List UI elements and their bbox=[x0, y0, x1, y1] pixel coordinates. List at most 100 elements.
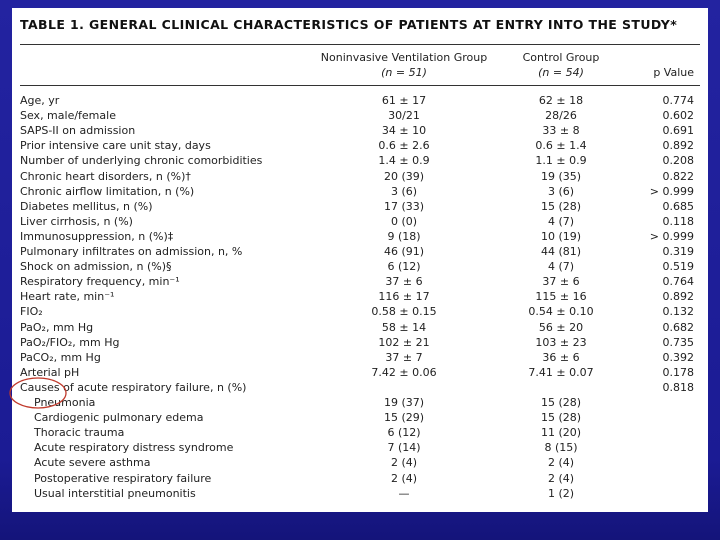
cell-niv: 2 (4) bbox=[390, 456, 418, 470]
row-label: PaO₂/FIO₂, mm Hg bbox=[20, 335, 120, 349]
row-label: Heart rate, min⁻¹ bbox=[20, 290, 115, 304]
cell-niv: 30/21 bbox=[388, 109, 420, 123]
cell-control: 28/26 bbox=[545, 109, 577, 123]
cell-niv: 7 (14) bbox=[387, 441, 421, 455]
row-label: Sex, male/female bbox=[20, 109, 116, 123]
cell-control: 33 ± 8 bbox=[542, 124, 580, 138]
cell-niv: 15 (29) bbox=[383, 411, 425, 425]
cell-control: 36 ± 6 bbox=[542, 350, 580, 364]
table-panel: TABLE 1. GENERAL CLINICAL CHARACTERISTIC… bbox=[12, 8, 708, 512]
row-label: Age, yr bbox=[20, 94, 60, 107]
cell-niv: 61 ± 17 bbox=[381, 94, 427, 107]
cell-p: 0.691 bbox=[662, 124, 695, 138]
row-label: PaCO₂, mm Hg bbox=[20, 350, 101, 364]
cell-control: 0.6 ± 1.4 bbox=[535, 139, 587, 153]
row-label: Prior intensive care unit stay, days bbox=[20, 139, 211, 153]
cell-control: 19 (35) bbox=[540, 169, 582, 183]
column-header: Noninvasive Ventilation Group bbox=[320, 51, 488, 64]
cell-p: 0.818 bbox=[662, 380, 695, 394]
cell-control: 44 (81) bbox=[540, 245, 582, 258]
cell-niv: 37 ± 7 bbox=[385, 350, 423, 364]
row-label: Number of underlying chronic comorbiditi… bbox=[20, 154, 263, 168]
row-label: Cardiogenic pulmonary edema bbox=[34, 411, 204, 425]
cell-p: 0.682 bbox=[662, 320, 695, 334]
cell-niv: 116 ± 17 bbox=[378, 290, 430, 304]
cell-control: 4 (7) bbox=[547, 214, 575, 228]
cell-p: 0.822 bbox=[662, 169, 695, 183]
cell-niv: 17 (33) bbox=[383, 199, 425, 213]
cell-control: 8 (15) bbox=[544, 441, 578, 455]
cell-control: 15 (28) bbox=[540, 199, 582, 213]
cell-niv: 0.58 ± 0.15 bbox=[371, 305, 437, 319]
cell-control: 7.41 ± 0.07 bbox=[528, 365, 594, 379]
cell-p: 0.764 bbox=[662, 275, 695, 289]
cell-p: 0.319 bbox=[662, 245, 695, 258]
cell-niv: 6 (12) bbox=[387, 260, 421, 274]
cell-niv: 102 ± 21 bbox=[378, 335, 430, 349]
cell-niv: — bbox=[398, 486, 410, 500]
cell-control: 2 (4) bbox=[547, 471, 575, 485]
row-label: Postoperative respiratory failure bbox=[34, 471, 212, 485]
cell-p: > 0.999 bbox=[649, 184, 694, 198]
cell-p: 0.519 bbox=[662, 260, 695, 274]
cell-p: 0.118 bbox=[662, 214, 695, 228]
table-title: TABLE 1. GENERAL CLINICAL CHARACTERISTIC… bbox=[20, 17, 678, 32]
cell-control: 103 ± 23 bbox=[535, 335, 587, 349]
row-label: SAPS-II on admission bbox=[20, 124, 136, 138]
cell-niv: 20 (39) bbox=[383, 169, 425, 183]
cell-niv: 58 ± 14 bbox=[381, 320, 427, 334]
column-header: Control Group bbox=[522, 51, 600, 64]
cell-niv: 34 ± 10 bbox=[381, 124, 427, 138]
cell-p: 0.178 bbox=[662, 365, 695, 379]
rule bbox=[20, 44, 700, 45]
cell-control: 11 (20) bbox=[540, 426, 582, 440]
column-header: p Value bbox=[653, 66, 694, 79]
rule bbox=[20, 85, 700, 86]
row-label: Respiratory frequency, min⁻¹ bbox=[20, 275, 180, 289]
row-label: Diabetes mellitus, n (%) bbox=[20, 199, 153, 213]
cell-control: 56 ± 20 bbox=[538, 320, 584, 334]
cell-niv: 2 (4) bbox=[390, 471, 418, 485]
cell-p: > 0.999 bbox=[649, 229, 694, 243]
cell-control: 62 ± 18 bbox=[538, 94, 584, 107]
column-n: (n = 51) bbox=[381, 66, 427, 79]
row-label: Acute respiratory distress syndrome bbox=[34, 441, 234, 455]
cell-niv: 0 (0) bbox=[390, 214, 418, 228]
cell-niv: 19 (37) bbox=[383, 396, 425, 409]
cell-p: 0.685 bbox=[662, 199, 695, 213]
cell-niv: 9 (18) bbox=[387, 229, 421, 243]
row-label: Pulmonary infiltrates on admission, n, % bbox=[20, 245, 243, 258]
cell-control: 3 (6) bbox=[547, 184, 575, 198]
row-label: Thoracic trauma bbox=[34, 426, 125, 440]
row-label: Chronic airflow limitation, n (%) bbox=[20, 184, 195, 198]
row-label: Shock on admission, n (%)§ bbox=[20, 260, 172, 274]
row-label: Causes of acute respiratory failure, n (… bbox=[20, 380, 247, 394]
cell-p: 0.208 bbox=[662, 154, 695, 168]
cell-p: 0.774 bbox=[662, 94, 695, 107]
cell-niv: 0.6 ± 2.6 bbox=[378, 139, 430, 153]
cell-control: 1.1 ± 0.9 bbox=[535, 154, 587, 168]
cell-p: 0.892 bbox=[662, 290, 695, 304]
cell-control: 15 (28) bbox=[540, 411, 582, 425]
cell-control: 1 (2) bbox=[547, 486, 575, 500]
cell-p: 0.735 bbox=[662, 335, 695, 349]
column-n: (n = 54) bbox=[538, 66, 584, 79]
cell-control: 0.54 ± 0.10 bbox=[528, 305, 594, 319]
row-label: Acute severe asthma bbox=[34, 456, 151, 470]
cell-p: 0.602 bbox=[662, 109, 695, 123]
cell-niv: 3 (6) bbox=[390, 184, 418, 198]
cell-control: 2 (4) bbox=[547, 456, 575, 470]
cell-niv: 1.4 ± 0.9 bbox=[378, 154, 430, 168]
cell-control: 4 (7) bbox=[547, 260, 575, 274]
row-label: Arterial pH bbox=[20, 365, 80, 379]
row-label: PaO₂, mm Hg bbox=[20, 320, 94, 334]
cell-control: 10 (19) bbox=[540, 229, 582, 243]
row-label: FIO₂ bbox=[20, 305, 43, 319]
row-label: Chronic heart disorders, n (%)† bbox=[20, 169, 191, 183]
cell-control: 115 ± 16 bbox=[535, 290, 587, 304]
cell-p: 0.132 bbox=[662, 305, 695, 319]
highlight-circle bbox=[9, 377, 67, 409]
cell-p: 0.892 bbox=[662, 139, 695, 153]
row-label: Usual interstitial pneumonitis bbox=[34, 486, 196, 500]
